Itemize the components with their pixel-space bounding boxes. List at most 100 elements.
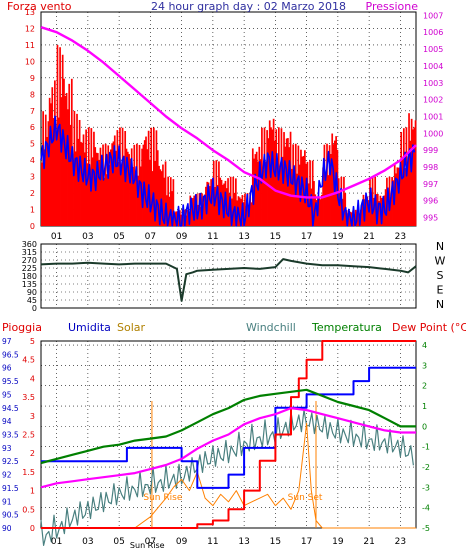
tick-label-right: 999 [423,146,438,155]
tick-label-humidity: 94.5 [2,404,19,413]
gust-bar [413,127,416,226]
series-line-windchill [40,409,414,547]
gust-bar [397,167,400,226]
tick-label-temperature: -4 [422,504,430,513]
gust-bar [128,154,130,226]
gust-bar [244,193,246,226]
gust-bar [280,128,283,226]
gust-bar [126,151,129,226]
legend-label: Umidita [68,321,111,334]
gust-bar [108,165,111,226]
gust-bar [328,145,331,226]
tick-label-left: 90 [27,288,37,297]
gust-bar [172,179,175,226]
tick-label-humidity: 90.5 [2,511,19,520]
tick-label-right: 996 [423,197,438,206]
tick-label-rain: 5 [30,337,35,346]
gust-bar [43,149,46,226]
gust-bar [104,143,107,226]
gust-bar [63,78,65,226]
compass-label: W [435,255,446,268]
gust-bar [86,163,89,226]
gust-bar [387,194,390,226]
gust-bar [264,161,267,226]
gust-bar [132,166,134,226]
tick-label-left: 5 [30,140,35,149]
tick-label-left: 315 [22,248,37,257]
tick-label-humidity: 96.5 [2,350,19,359]
series-line-rain [41,340,416,529]
gust-bar [103,177,106,226]
gust-bar [47,121,50,226]
gust-bar [111,143,114,226]
gust-bar [177,212,180,226]
x-tick-label: 23 [395,537,406,547]
series-line-pressure [40,26,417,199]
tick-label-temperature: 4 [422,341,427,350]
gust-bar [158,165,160,226]
gust-bar [112,141,115,226]
tick-label-temperature: -1 [422,443,430,452]
gust-bar [81,142,84,226]
gust-bar [168,196,171,226]
tick-label-left: 6 [30,123,35,132]
gust-bar [72,160,74,226]
gust-bar [60,97,63,226]
gust-bar [119,127,121,226]
gust-bar [361,202,364,226]
gust-bar [304,150,306,226]
gust-bar [320,194,323,226]
gust-bar [367,200,370,226]
gust-bar [366,196,369,226]
tick-label-left: 12 [25,24,35,33]
tick-label-temperature: 3 [422,361,427,370]
tick-label-left: 9 [30,74,35,83]
gust-bar [263,127,266,226]
gust-bar [281,156,284,226]
series-line-solar [41,422,416,529]
gust-bar [293,178,296,226]
gust-bar [185,215,188,226]
gust-bar [134,176,137,226]
tick-label-temperature: 0 [422,422,427,431]
gust-bar [207,182,210,226]
gust-bar [249,193,252,226]
gust-bar [285,138,288,226]
gust-bar [373,197,375,226]
compass-label: S [437,269,444,282]
gust-bar [240,198,242,226]
tick-label-humidity: 95 [2,390,12,399]
series-line-humidity [41,366,416,489]
gust-bar [159,169,162,226]
gust-bar [211,191,214,226]
gust-bar [74,151,77,226]
legend-label: Temperatura [311,321,382,334]
tick-label-left: 1 [30,206,35,215]
x-tick-label: 01 [51,537,62,547]
x-tick-label: 07 [145,537,156,547]
gust-bar [133,144,136,226]
gust-bar [257,161,259,226]
tick-label-left: 2 [30,189,35,198]
gust-bar [271,129,274,226]
tick-label-rain: 4.5 [22,356,35,365]
tick-label-humidity: 94 [2,417,12,426]
gust-bar [391,177,393,226]
annotation-sun-set: Sun Set [288,493,323,503]
tick-label-humidity: 97 [2,337,12,346]
tick-label-left: 11 [25,41,35,50]
x-tick-label: 21 [363,232,374,242]
gust-bar [155,130,158,226]
x-tick-label: 21 [363,537,374,547]
gust-bar [52,118,55,226]
gust-bar [292,144,295,226]
x-tick-label: 11 [207,232,218,242]
x-tick-label: 01 [51,232,62,242]
gust-bar [147,130,150,226]
x-tick-label: 17 [301,232,312,242]
gust-bar [216,184,219,226]
x-tick-label: 05 [113,232,124,242]
gust-bar [326,143,328,226]
gust-bar [250,202,253,226]
legend-label: Solar [117,321,146,334]
